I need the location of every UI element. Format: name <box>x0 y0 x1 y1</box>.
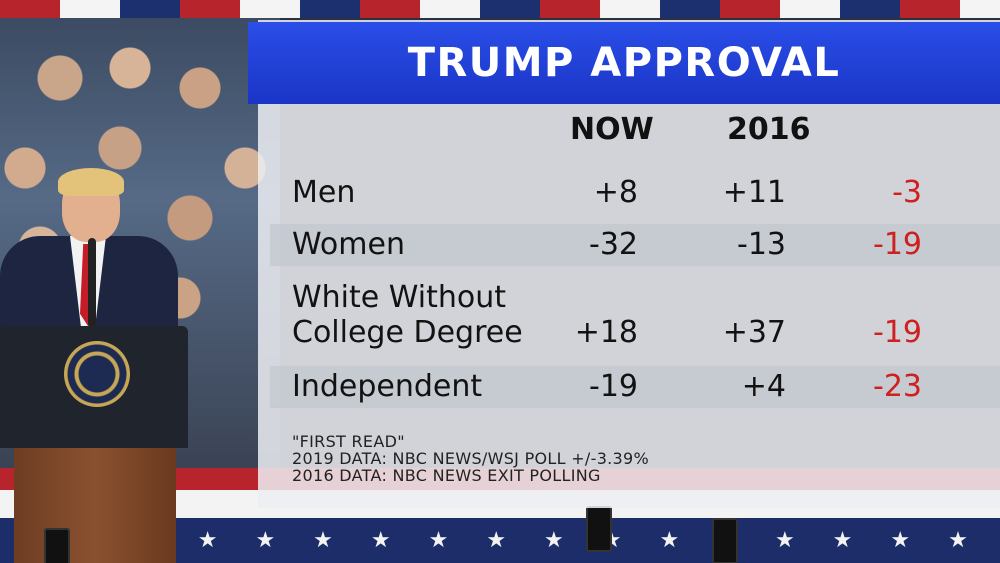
value-now-women: -32 <box>589 227 638 262</box>
value-now-men: +8 <box>593 175 638 210</box>
phone-icon <box>44 528 70 563</box>
source-line-3: 2016 DATA: NBC NEWS EXIT POLLING <box>292 466 601 485</box>
stars-decoration: ★★★★★★★★★★★★★★★★ <box>140 528 1000 553</box>
row-label-white-line2: College Degree <box>292 315 523 350</box>
value-now-white: +18 <box>574 315 638 350</box>
change-independent: -23 <box>873 369 922 404</box>
graphic-title: TRUMP APPROVAL <box>407 40 841 86</box>
source-line-2: 2019 DATA: NBC NEWS/WSJ POLL +/-3.39% <box>292 449 650 468</box>
flag-bunting-top <box>0 0 1000 18</box>
row-label-white-line1: White Without <box>292 280 507 315</box>
value-2016-women: -13 <box>737 227 786 262</box>
presidential-seal-icon <box>64 341 130 407</box>
value-2016-men: +11 <box>722 175 786 210</box>
source-line-1: "FIRST READ" <box>292 432 405 451</box>
row-label-women: Women <box>292 227 405 262</box>
speaker-hair <box>58 168 124 196</box>
podium-base <box>14 448 176 563</box>
column-header-2016: 2016 <box>727 112 811 147</box>
row-band-women <box>270 224 1000 266</box>
change-white: -19 <box>873 315 922 350</box>
row-band-independent <box>270 366 1000 408</box>
phone-icon <box>586 506 612 552</box>
value-2016-independent: +4 <box>741 369 786 404</box>
change-women: -19 <box>873 227 922 262</box>
value-2016-white: +37 <box>722 315 786 350</box>
phone-icon <box>712 518 738 563</box>
column-header-now: NOW <box>570 112 654 147</box>
title-bar <box>248 22 1000 104</box>
row-label-men: Men <box>292 175 356 210</box>
value-now-independent: -19 <box>589 369 638 404</box>
change-men: -3 <box>892 175 922 210</box>
row-label-independent: Independent <box>292 369 483 404</box>
microphone <box>88 238 96 328</box>
